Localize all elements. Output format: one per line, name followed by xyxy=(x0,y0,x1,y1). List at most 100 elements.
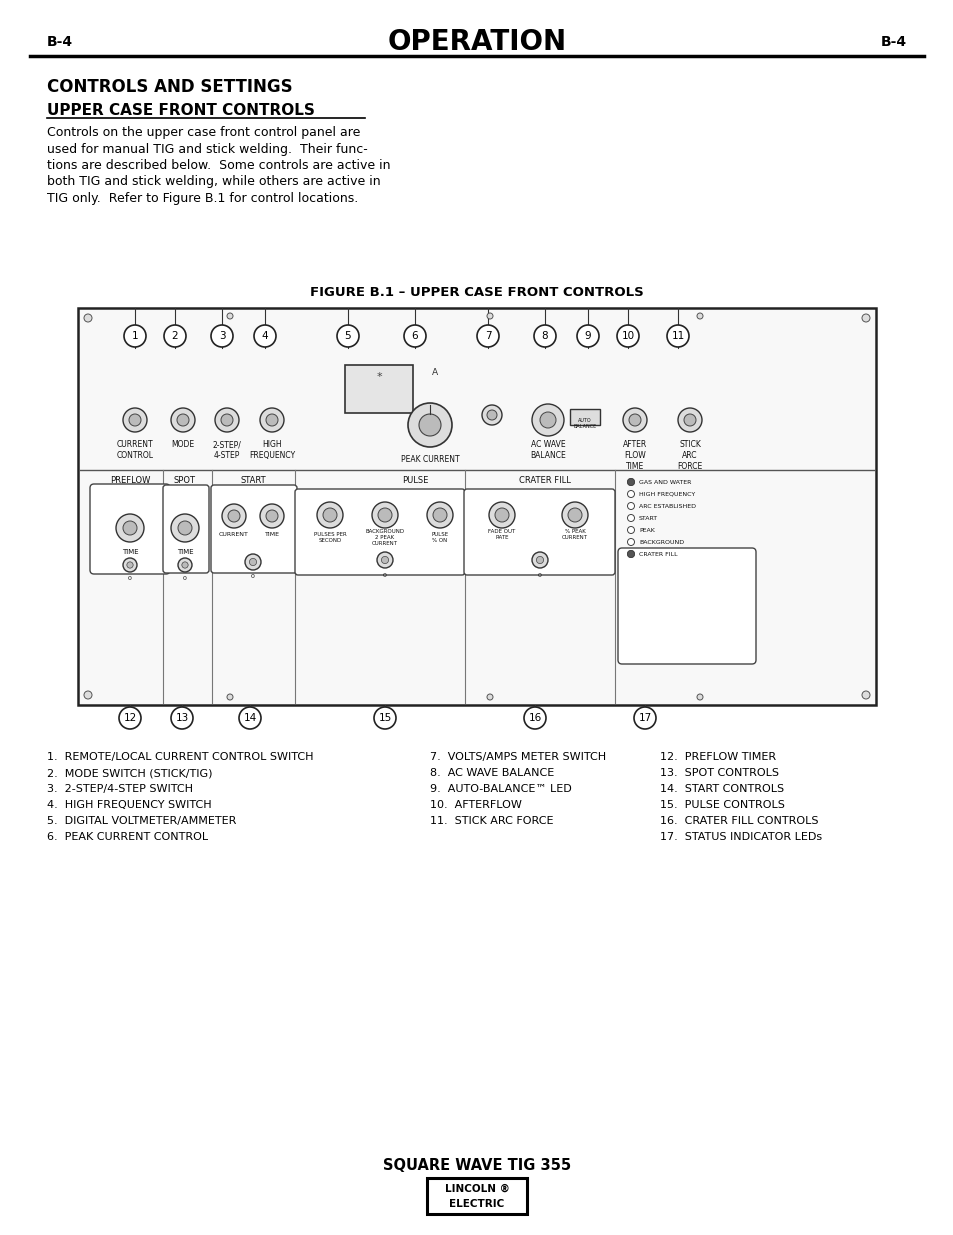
Text: 9: 9 xyxy=(584,331,591,341)
Circle shape xyxy=(127,562,133,568)
Text: B-4: B-4 xyxy=(47,35,73,49)
Circle shape xyxy=(627,478,634,485)
Text: FADE OUT
RATE: FADE OUT RATE xyxy=(488,529,515,540)
Text: CRATER FILL: CRATER FILL xyxy=(639,552,677,557)
Text: UPPER CASE FRONT CONTROLS: UPPER CASE FRONT CONTROLS xyxy=(47,103,314,119)
Text: B-4: B-4 xyxy=(880,35,906,49)
Text: 8: 8 xyxy=(541,331,548,341)
Text: 3.  2-STEP/4-STEP SWITCH: 3. 2-STEP/4-STEP SWITCH xyxy=(47,784,193,794)
Text: 7: 7 xyxy=(484,331,491,341)
Circle shape xyxy=(627,515,634,521)
Circle shape xyxy=(182,562,188,568)
Circle shape xyxy=(534,325,556,347)
Text: 0: 0 xyxy=(383,573,387,578)
FancyBboxPatch shape xyxy=(463,489,615,576)
Circle shape xyxy=(536,557,543,563)
Circle shape xyxy=(177,414,189,426)
Circle shape xyxy=(567,508,581,522)
Text: HIGH
FREQUENCY: HIGH FREQUENCY xyxy=(249,440,294,461)
Circle shape xyxy=(486,312,493,319)
Text: 7.  VOLTS/AMPS METER SWITCH: 7. VOLTS/AMPS METER SWITCH xyxy=(430,752,605,762)
Text: 15.  PULSE CONTROLS: 15. PULSE CONTROLS xyxy=(659,800,784,810)
Circle shape xyxy=(627,551,634,557)
Text: 14: 14 xyxy=(243,713,256,722)
Circle shape xyxy=(214,408,239,432)
FancyBboxPatch shape xyxy=(90,484,170,574)
Text: 8.  AC WAVE BALANCE: 8. AC WAVE BALANCE xyxy=(430,768,554,778)
Text: 11: 11 xyxy=(671,331,684,341)
Text: 15: 15 xyxy=(378,713,392,722)
Circle shape xyxy=(697,312,702,319)
Circle shape xyxy=(228,510,240,522)
Circle shape xyxy=(627,551,634,557)
Text: 0: 0 xyxy=(537,573,541,578)
Circle shape xyxy=(683,414,696,426)
Circle shape xyxy=(124,325,146,347)
Text: HIGH FREQUENCY: HIGH FREQUENCY xyxy=(639,492,695,496)
Circle shape xyxy=(316,501,343,529)
Circle shape xyxy=(532,404,563,436)
Circle shape xyxy=(627,490,634,498)
Circle shape xyxy=(408,403,452,447)
Text: GAS AND WATER: GAS AND WATER xyxy=(639,479,691,484)
Circle shape xyxy=(245,555,261,571)
Text: CURRENT
CONTROL: CURRENT CONTROL xyxy=(116,440,153,461)
FancyBboxPatch shape xyxy=(163,485,209,573)
Circle shape xyxy=(178,521,192,535)
Circle shape xyxy=(433,508,447,522)
Text: 5: 5 xyxy=(344,331,351,341)
Text: BACKGROUND
2 PEAK
CURRENT: BACKGROUND 2 PEAK CURRENT xyxy=(365,529,404,546)
Circle shape xyxy=(123,408,147,432)
Text: PULSE: PULSE xyxy=(401,475,428,485)
Text: FIGURE B.1 – UPPER CASE FRONT CONTROLS: FIGURE B.1 – UPPER CASE FRONT CONTROLS xyxy=(310,287,643,299)
Circle shape xyxy=(253,325,275,347)
Text: CURRENT: CURRENT xyxy=(219,532,249,537)
FancyBboxPatch shape xyxy=(294,489,464,576)
Bar xyxy=(569,409,599,425)
Text: 10.  AFTERFLOW: 10. AFTERFLOW xyxy=(430,800,521,810)
Circle shape xyxy=(266,510,277,522)
Text: SQUARE WAVE TIG 355: SQUARE WAVE TIG 355 xyxy=(382,1158,571,1173)
Circle shape xyxy=(627,526,634,534)
Text: 1.  REMOTE/LOCAL CURRENT CONTROL SWITCH: 1. REMOTE/LOCAL CURRENT CONTROL SWITCH xyxy=(47,752,314,762)
Circle shape xyxy=(249,558,256,566)
Circle shape xyxy=(523,706,545,729)
Text: ELECTRIC: ELECTRIC xyxy=(449,1199,504,1209)
Circle shape xyxy=(539,412,556,429)
Text: 5.  DIGITAL VOLTMETER/AMMETER: 5. DIGITAL VOLTMETER/AMMETER xyxy=(47,816,236,826)
Text: TIME: TIME xyxy=(264,532,279,537)
Text: 16.  CRATER FILL CONTROLS: 16. CRATER FILL CONTROLS xyxy=(659,816,818,826)
Text: % PEAK
CURRENT: % PEAK CURRENT xyxy=(561,529,587,540)
Circle shape xyxy=(486,410,497,420)
Circle shape xyxy=(211,325,233,347)
Text: 6: 6 xyxy=(412,331,417,341)
Circle shape xyxy=(697,694,702,700)
Text: STICK
ARC
FORCE: STICK ARC FORCE xyxy=(677,440,702,472)
Text: PULSE
% ON: PULSE % ON xyxy=(431,532,448,543)
Circle shape xyxy=(336,325,358,347)
Text: TIME: TIME xyxy=(176,550,193,555)
Circle shape xyxy=(164,325,186,347)
Circle shape xyxy=(481,405,501,425)
Text: V: V xyxy=(416,419,422,429)
Text: AFTER
FLOW
TIME: AFTER FLOW TIME xyxy=(622,440,646,472)
Circle shape xyxy=(427,501,453,529)
Text: PREFLOW: PREFLOW xyxy=(110,475,150,485)
Circle shape xyxy=(171,706,193,729)
Text: PULSES PER
SECOND: PULSES PER SECOND xyxy=(314,532,346,543)
Bar xyxy=(345,366,413,412)
Circle shape xyxy=(532,552,547,568)
FancyBboxPatch shape xyxy=(618,548,755,664)
Circle shape xyxy=(577,325,598,347)
Circle shape xyxy=(666,325,688,347)
Text: 13: 13 xyxy=(175,713,189,722)
Text: 2-STEP/
4-STEP: 2-STEP/ 4-STEP xyxy=(213,440,241,461)
Text: A: A xyxy=(432,368,437,377)
Text: 6.  PEAK CURRENT CONTROL: 6. PEAK CURRENT CONTROL xyxy=(47,832,208,842)
Text: 11.  STICK ARC FORCE: 11. STICK ARC FORCE xyxy=(430,816,553,826)
Circle shape xyxy=(129,414,141,426)
Circle shape xyxy=(171,514,199,542)
Circle shape xyxy=(260,408,284,432)
Text: used for manual TIG and stick welding.  Their func-: used for manual TIG and stick welding. T… xyxy=(47,142,367,156)
Circle shape xyxy=(377,508,392,522)
